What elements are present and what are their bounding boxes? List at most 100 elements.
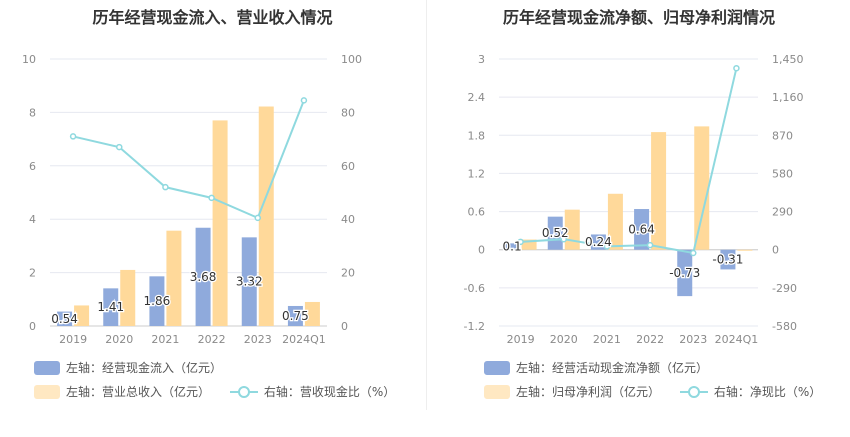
data-label: 0.24 xyxy=(585,235,612,249)
left-axis-tick: 0.6 xyxy=(468,206,486,219)
data-label: 0.75 xyxy=(282,309,309,323)
left-axis-tick: 4 xyxy=(29,213,36,226)
right-axis-tick: 290 xyxy=(772,206,793,219)
data-label: 0.52 xyxy=(542,226,569,240)
line-point xyxy=(300,97,308,104)
right-axis-tick: 1,160 xyxy=(772,91,804,104)
legend-swatch-blue xyxy=(34,360,60,375)
bar-blue xyxy=(504,243,520,250)
bar-orange xyxy=(258,106,274,326)
x-axis-tick: 2023 xyxy=(244,333,272,346)
legend-swatch-blue xyxy=(484,360,510,375)
data-label: 3.68 xyxy=(190,270,217,284)
legend-item-cash-ratio[interactable]: 右轴：营收现金比（%） xyxy=(229,383,396,400)
left-chart-panel: 历年经营现金流入、营业收入情况 0 2 4 6 8 10 0 20 40 60 80 100 2019 2… xyxy=(22,8,411,402)
left-legend-row-1: 左轴：经营现金流入（亿元） xyxy=(34,359,238,378)
legend-item-net-cash-ratio[interactable]: 右轴：净现比（%） xyxy=(679,383,822,400)
right-axis-tick: 60 xyxy=(341,160,355,173)
right-axis-tick: 870 xyxy=(772,129,793,142)
left-axis-tick: 10 xyxy=(22,53,36,66)
legend-line-marker-icon xyxy=(679,385,708,399)
line-point xyxy=(116,143,123,151)
data-label: 0.54 xyxy=(51,312,78,326)
x-axis-tick: 2020 xyxy=(105,333,133,346)
left-axis-tick: 0 xyxy=(478,244,485,257)
x-axis-tick: 2021 xyxy=(593,333,621,346)
data-label: 1.41 xyxy=(97,300,124,314)
bar-blue xyxy=(634,209,650,250)
line-point xyxy=(733,64,740,72)
right-legend-row-2: 左轴：归母净利润（亿元） 右轴：净现比（%） xyxy=(484,383,837,402)
legend-label: 右轴：净现比（%） xyxy=(713,385,822,399)
bar-orange xyxy=(74,305,90,326)
right-chart-title: 历年经营现金流净额、归母净利润情况 xyxy=(502,8,775,27)
x-axis-tick: 2024Q1 xyxy=(282,333,326,346)
legend-swatch-orange xyxy=(484,384,510,399)
line-series xyxy=(72,100,305,220)
left-axis-tick: -0.6 xyxy=(464,282,485,295)
bar-blue xyxy=(149,276,165,326)
right-axis-tick: 580 xyxy=(772,167,793,180)
line-point xyxy=(69,133,77,140)
line-point xyxy=(517,238,524,246)
data-label: 0.64 xyxy=(628,222,655,236)
legend-label: 左轴：经营活动现金流净额（亿元） xyxy=(516,361,709,375)
bar-blue xyxy=(287,305,303,326)
right-axis-tick: 100 xyxy=(341,53,362,66)
legend-label: 左轴：经营现金流入（亿元） xyxy=(66,361,223,375)
bar-orange xyxy=(737,249,753,251)
legend-label: 左轴：归母净利润（亿元） xyxy=(516,385,661,399)
left-axis-tick: 3 xyxy=(478,53,485,66)
legend-label: 左轴：营业总收入（亿元） xyxy=(66,385,211,399)
bar-blue xyxy=(241,237,257,326)
bar-orange xyxy=(521,239,537,250)
left-axis-tick: 8 xyxy=(29,106,36,119)
legend-item-cash-inflow[interactable]: 左轴：经营现金流入（亿元） xyxy=(34,359,222,376)
line-point xyxy=(603,243,611,250)
legend-swatch-orange xyxy=(34,384,60,399)
right-axis-tick: 0 xyxy=(772,244,779,257)
right-chart-panel: 历年经营现金流净额、归母净利润情况 -1.2 -0.6 0 0.6 1.2 1.8 2.4 3… xyxy=(428,0,850,437)
bar-orange xyxy=(120,269,136,326)
bar-orange xyxy=(607,193,623,250)
left-axis-tick: 2.4 xyxy=(468,91,486,104)
left-axis-tick: 0 xyxy=(29,320,36,333)
bar-blue xyxy=(57,311,73,326)
x-axis-tick: 2019 xyxy=(59,333,87,346)
x-axis-tick: 2021 xyxy=(151,333,179,346)
left-axis-tick: 1.8 xyxy=(468,129,486,142)
left-chart-title: 历年经营现金流入、营业收入情况 xyxy=(92,8,333,27)
bar-orange xyxy=(166,230,182,326)
line-series xyxy=(520,67,738,255)
data-label: -0.73 xyxy=(669,266,700,280)
line-point xyxy=(208,194,215,202)
line-point xyxy=(254,214,261,222)
legend-label: 右轴：营收现金比（%） xyxy=(263,385,396,399)
x-axis-tick: 2022 xyxy=(636,333,664,346)
left-legend-row-2: 左轴：营业总收入（亿元） 右轴：营收现金比（%） xyxy=(34,383,411,402)
left-axis-tick: 2 xyxy=(29,267,36,280)
bar-blue xyxy=(103,288,119,326)
line-point xyxy=(646,241,654,249)
bar-blue xyxy=(547,216,563,250)
legend-item-net-cash-flow[interactable]: 左轴：经营活动现金流净额（亿元） xyxy=(484,359,708,376)
right-axis-tick: 20 xyxy=(341,267,355,280)
right-axis-tick: -580 xyxy=(772,320,797,333)
x-axis-tick: 2024Q1 xyxy=(715,333,759,346)
right-axis-tick: 0 xyxy=(341,320,348,333)
legend-item-revenue[interactable]: 左轴：营业总收入（亿元） xyxy=(34,383,210,400)
data-label: 1.86 xyxy=(144,294,171,308)
right-legend-row-1: 左轴：经营活动现金流净额（亿元） xyxy=(484,359,724,378)
bar-orange xyxy=(694,126,710,250)
bar-blue xyxy=(720,249,736,270)
line-point xyxy=(560,235,567,243)
legend-item-net-profit[interactable]: 左轴：归母净利润（亿元） xyxy=(484,383,660,400)
x-axis-tick: 2019 xyxy=(507,333,535,346)
bar-orange xyxy=(212,120,228,326)
data-label: 0.1 xyxy=(503,240,522,254)
bar-blue xyxy=(195,227,211,326)
data-label: 3.32 xyxy=(236,275,263,289)
bar-orange xyxy=(651,132,667,250)
line-point xyxy=(162,183,169,191)
